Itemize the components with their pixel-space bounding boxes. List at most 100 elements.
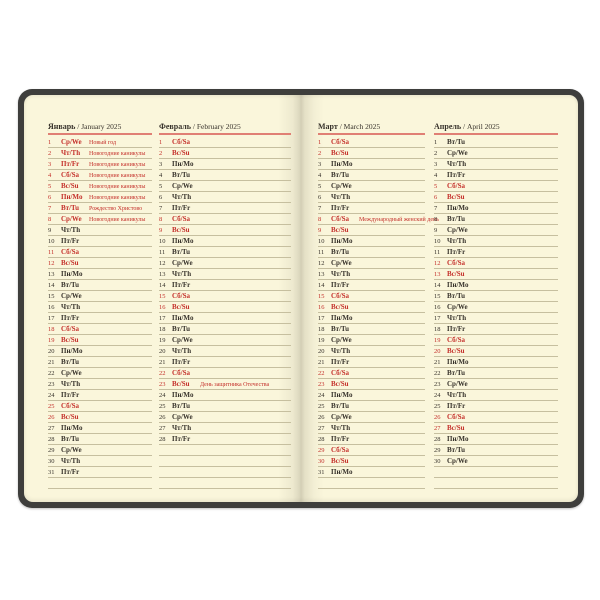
day-weekday: Пт/Fr [61,391,80,399]
day-row: 16 Ср/We [434,302,558,313]
day-weekday: Вт/Tu [61,358,79,366]
day-weekday: Ср/We [172,259,193,267]
month-day-list: 1 Сб/Sa 2 Вс/Su 3 Пн/Mo 4 Вт/Tu 5 Ср/We 6 Чт/Th 7 Пт/… [159,137,291,489]
day-weekday: Вт/Tu [447,215,465,223]
day-row: 6 Пн/Mo Новогодние каникулы [48,192,152,203]
day-number: 14 [159,282,166,289]
day-number: 16 [318,304,325,311]
day-weekday: Ср/We [447,380,468,388]
day-weekday: Чт/Th [61,226,81,234]
day-weekday: Пт/Fr [331,435,350,443]
day-weekday: Вт/Tu [447,292,465,300]
day-weekday: Чт/Th [172,193,192,201]
day-row: 4 Вт/Tu [159,170,291,181]
day-row: 4 Вт/Tu [318,170,425,181]
day-number: 23 [159,381,166,388]
day-row: 4 Сб/Sa Новогодние каникулы [48,170,152,181]
day-weekday: Пт/Fr [61,237,80,245]
day-weekday: Вс/Su [331,303,349,311]
day-number: 26 [318,414,325,421]
day-weekday: Пт/Fr [172,435,191,443]
day-number: 15 [434,293,441,300]
day-row: 24 Пт/Fr [48,390,152,401]
day-weekday: Чт/Th [447,160,467,168]
day-row: 2 Вс/Su [159,148,291,159]
day-row: 21 Пн/Mo [434,357,558,368]
day-row: 16 Чт/Th [48,302,152,313]
day-weekday: Пн/Mo [172,237,194,245]
day-number: 21 [434,359,441,366]
day-row: 8 Вт/Tu [434,214,558,225]
day-row: 27 Пн/Mo [48,423,152,434]
day-number: 16 [159,304,166,311]
day-weekday: Вт/Tu [331,248,349,256]
day-number: 18 [159,326,166,333]
day-number: 28 [48,436,55,443]
day-number: 19 [159,337,166,344]
day-number: 18 [318,326,325,333]
day-number: 15 [318,293,325,300]
day-weekday: Вт/Tu [61,281,79,289]
day-row: 9 Вс/Su [318,225,425,236]
day-number: 17 [159,315,166,322]
day-weekday: Чт/Th [447,391,467,399]
month-name-en: / March 2025 [337,122,381,131]
day-weekday: Чт/Th [172,270,192,278]
day-row: 13 Вс/Su [434,269,558,280]
day-number: 4 [48,172,52,179]
day-number: 13 [434,271,441,278]
day-row: 17 Пт/Fr [48,313,152,324]
day-number: 7 [318,205,322,212]
day-weekday: Вс/Su [447,193,465,201]
day-number: 22 [159,370,166,377]
day-row: 30 Вс/Su [318,456,425,467]
day-row: 14 Пт/Fr [318,280,425,291]
blank-ruled-line [159,478,291,489]
planner-open-pages: Январь / January 2025 1 Ср/We Новый год 2 Чт… [24,95,578,502]
day-row: 28 Пт/Fr [159,434,291,445]
day-weekday: Пн/Mo [172,160,194,168]
day-row: 10 Пн/Mo [159,236,291,247]
day-number: 16 [434,304,441,311]
day-number: 8 [434,216,438,223]
day-row: 20 Вс/Su [434,346,558,357]
day-weekday: Сб/Sa [331,138,349,146]
day-row: 13 Чт/Th [318,269,425,280]
day-weekday: Ср/We [331,259,352,267]
day-weekday: Ср/We [447,457,468,465]
day-weekday: Ср/We [447,149,468,157]
day-weekday: Ср/We [61,292,82,300]
day-number: 22 [318,370,325,377]
day-number: 3 [159,161,163,168]
day-weekday: Вс/Su [61,259,79,267]
day-number: 9 [318,227,322,234]
day-number: 19 [434,337,441,344]
day-weekday: Ср/We [61,215,82,223]
day-row: 21 Пт/Fr [318,357,425,368]
day-row: 31 Пн/Mo [318,467,425,478]
day-number: 25 [48,403,55,410]
day-row: 17 Чт/Th [434,313,558,324]
day-number: 23 [48,381,55,388]
day-number: 18 [434,326,441,333]
day-weekday: Чт/Th [172,424,192,432]
day-weekday: Вт/Tu [331,171,349,179]
day-number: 8 [159,216,163,223]
day-number: 12 [434,260,441,267]
day-row: 28 Пт/Fr [318,434,425,445]
day-weekday: Вс/Su [172,149,190,157]
day-weekday: Чт/Th [447,237,467,245]
day-number: 14 [434,282,441,289]
day-number: 10 [318,238,325,245]
day-row: 2 Вс/Su [318,148,425,159]
day-weekday: Чт/Th [172,347,192,355]
day-row: 12 Ср/We [318,258,425,269]
day-weekday: Пн/Mo [331,160,353,168]
day-row: 17 Пн/Mo [159,313,291,324]
day-row: 14 Пт/Fr [159,280,291,291]
day-weekday: Пн/Mo [61,424,83,432]
day-weekday: Ср/We [61,138,82,146]
day-weekday: Чт/Th [331,270,351,278]
day-row: 12 Ср/We [159,258,291,269]
day-number: 6 [318,194,322,201]
